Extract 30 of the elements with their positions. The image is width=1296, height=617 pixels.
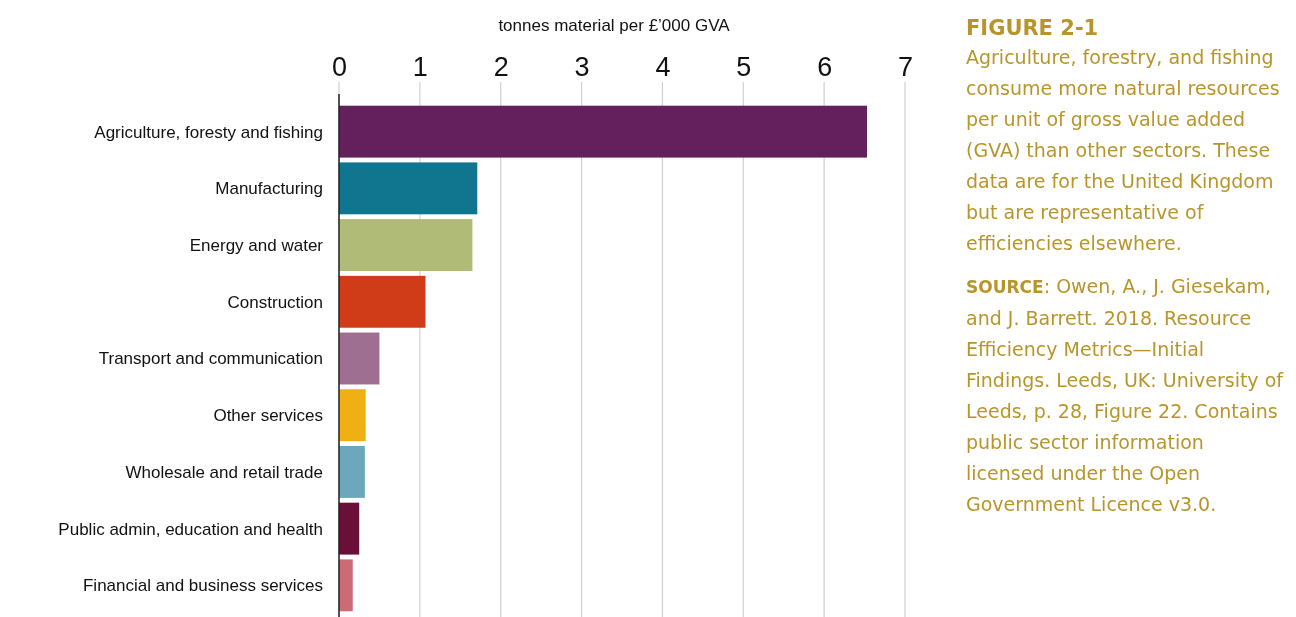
bar: [339, 105, 867, 158]
bar: [339, 559, 353, 612]
x-tick-label: 0: [331, 52, 348, 82]
y-tick-label: Other services: [213, 406, 323, 426]
x-tick-label: 4: [655, 52, 671, 82]
text: SOURCE: Owen, A., J. Giesekam, and J. Barrett. 2018. Resource Efficiency Metrics—Initial Findings. Leeds, UK: University of Leeds, p. 28, Figure 22. Contains public sector information licensed under the Open Government Licence v3.0.: [966, 275, 1283, 515]
x-tick-label: 5: [736, 52, 752, 82]
text: FIGURE 2-1: [966, 15, 1100, 42]
y-tick-label: Agriculture, foresty and fishing: [94, 122, 323, 142]
bar: [339, 502, 360, 555]
x-tick-label: 6: [817, 52, 833, 82]
bar: [339, 389, 366, 442]
y-tick-label: Wholesale and retail trade: [125, 462, 323, 482]
y-tick-label: Construction: [227, 292, 323, 312]
bar: [339, 162, 478, 215]
bar: [339, 275, 426, 328]
x-tick-label: 1: [412, 52, 428, 82]
x-tick-label: 3: [574, 52, 590, 82]
bar: [339, 219, 473, 272]
y-tick-label: Public admin, education and health: [58, 519, 323, 539]
y-tick-label: Transport and communication: [98, 349, 323, 369]
bar: [339, 445, 365, 498]
x-tick-label: 2: [493, 52, 509, 82]
text: Agriculture, forestry, and fishing consume more natural resources per unit of gross value added (GVA) than other sectors. These data are for the United Kingdom but are representative of efficiencies elsewhere.: [966, 45, 1281, 256]
y-tick-label: Energy and water: [189, 236, 324, 256]
y-tick-label: Manufacturing: [215, 179, 323, 199]
y-tick-label: Financial and business services: [82, 576, 323, 596]
x-tick-label: 7: [897, 52, 914, 82]
x-axis-title: tonnes material per £’000 GVA: [498, 16, 731, 35]
bar: [339, 332, 380, 385]
